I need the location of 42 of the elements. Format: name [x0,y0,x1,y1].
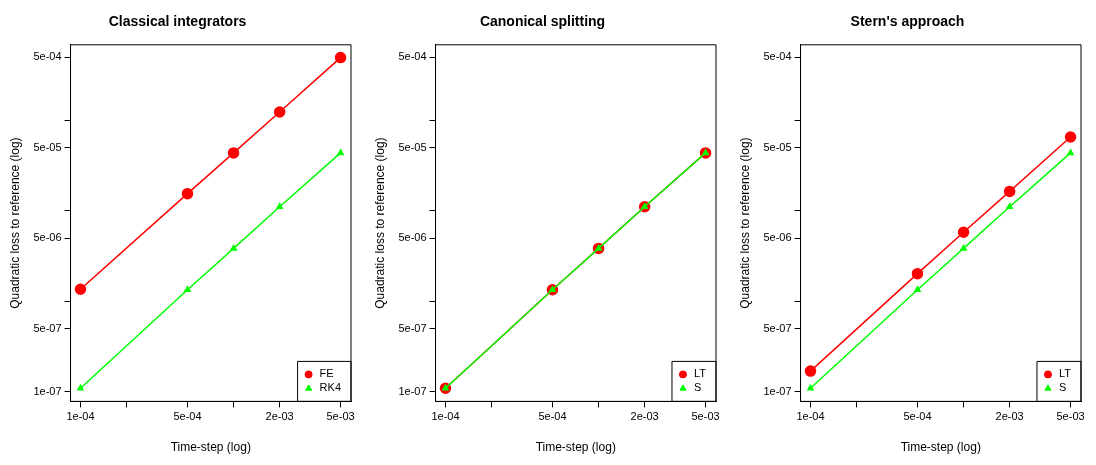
x-tick-label: 1e-04 [431,410,460,423]
x-axis-title: Time-step (log) [900,440,981,455]
y-axis-title: Quadratic loss to reference (log) [372,137,387,309]
y-tick-label: 5e-06 [398,231,427,244]
x-tick-label: 2e-03 [995,410,1024,423]
x-tick-label: 5e-03 [326,410,355,423]
x-tick-label: 1e-04 [796,410,825,423]
chart-title: Classical integrators [108,13,247,30]
x-axis-title: Time-step (log) [170,440,251,455]
x-tick-label: 2e-03 [265,410,294,423]
legend-label: S [1058,381,1067,394]
x-axis-title: Time-step (log) [535,440,616,455]
legend-label: S [693,381,702,394]
y-tick-label: 5e-04 [763,50,792,63]
x-tick-label: 1e-04 [66,410,95,423]
y-tick-label: 5e-06 [33,231,62,244]
y-tick-label: 5e-05 [763,140,792,153]
y-tick-label: 1e-07 [398,384,427,397]
y-tick-label: 5e-05 [398,140,427,153]
legend-label: FE [319,367,334,380]
x-tick-label: 5e-04 [538,410,567,423]
legend-label: LT [1058,367,1072,380]
legend-label: LT [693,367,707,380]
y-tick-label: 1e-07 [33,384,62,397]
legend-label: RK4 [319,381,342,394]
y-tick-label: 5e-07 [33,321,62,334]
y-tick-label: 5e-07 [398,321,427,334]
y-tick-label: 5e-05 [33,140,62,153]
y-tick-label: 5e-04 [33,50,62,63]
chart-title: Stern's approach [850,13,965,30]
chart-title: Canonical splitting [479,13,606,30]
x-tick-label: 2e-03 [630,410,659,423]
x-tick-label: 5e-03 [691,410,720,423]
y-tick-label: 1e-07 [763,384,792,397]
y-axis-title: Quadratic loss to reference (log) [737,137,752,309]
y-tick-label: 5e-06 [763,231,792,244]
x-tick-label: 5e-04 [173,410,202,423]
x-tick-label: 5e-04 [903,410,932,423]
y-axis-title: Quadratic loss to reference (log) [7,137,22,309]
y-tick-label: 5e-07 [763,321,792,334]
y-tick-label: 5e-04 [398,50,427,63]
x-tick-label: 5e-03 [1056,410,1085,423]
